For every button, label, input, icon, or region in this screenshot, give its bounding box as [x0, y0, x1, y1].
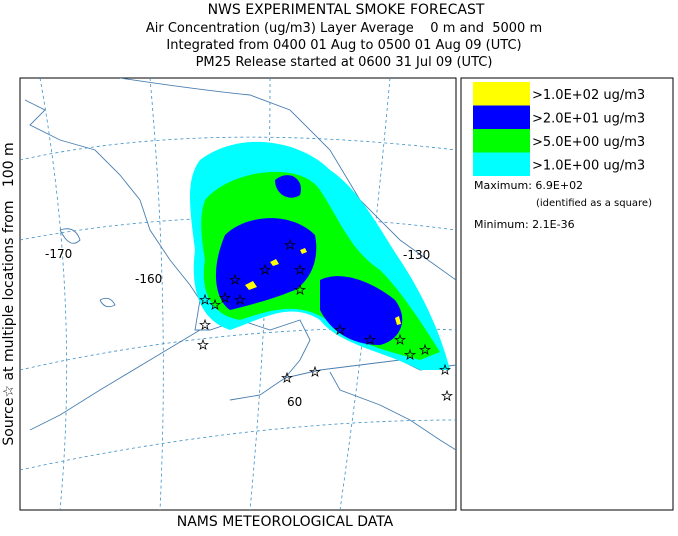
side-label: Source☆ at multiple locations from 100 m: [1, 142, 17, 445]
subtitle: Integrated from 0400 01 Aug to 0500 01 A…: [166, 38, 521, 53]
legend-swatch: [473, 82, 530, 106]
subtitle: Air Concentration (ug/m3) Layer Average …: [146, 21, 542, 36]
legend-swatch: [473, 152, 530, 176]
coastline: [119, 78, 456, 281]
graticule: [20, 136, 456, 471]
map-label: -160: [135, 272, 162, 286]
legend: Maximum: 6.9E+02 (identified as a square…: [460, 77, 674, 511]
legend-swatch: [473, 129, 530, 153]
smoke-contour: [215, 218, 317, 310]
map-label: 60: [287, 395, 302, 409]
coastline: [24, 99, 456, 379]
coastline: [29, 329, 456, 451]
legend-label: >1.0E+00 ug/m3: [532, 159, 645, 174]
island: [59, 228, 116, 308]
smoke-contour: [275, 175, 301, 198]
maximum-note: (identified as a square): [536, 198, 652, 209]
maximum: Maximum: 6.9E+02: [474, 179, 583, 192]
map-label: -130: [403, 248, 430, 262]
map-label: -170: [45, 247, 72, 261]
subtitle: PM25 Release started at 0600 31 Jul 09 (…: [196, 55, 493, 70]
legend-swatch: [473, 105, 530, 129]
minimum: Minimum: 2.1E-36: [474, 218, 575, 231]
map: -170 -160 -130 60: [19, 77, 457, 511]
legend-label: >2.0E+01 ug/m3: [532, 112, 645, 127]
legend-label: >1.0E+02 ug/m3: [532, 88, 645, 103]
footer: NAMS METEOROLOGICAL DATA: [177, 514, 394, 530]
legend-label: >5.0E+00 ug/m3: [532, 135, 645, 150]
title: NWS EXPERIMENTAL SMOKE FORECAST: [208, 2, 485, 18]
